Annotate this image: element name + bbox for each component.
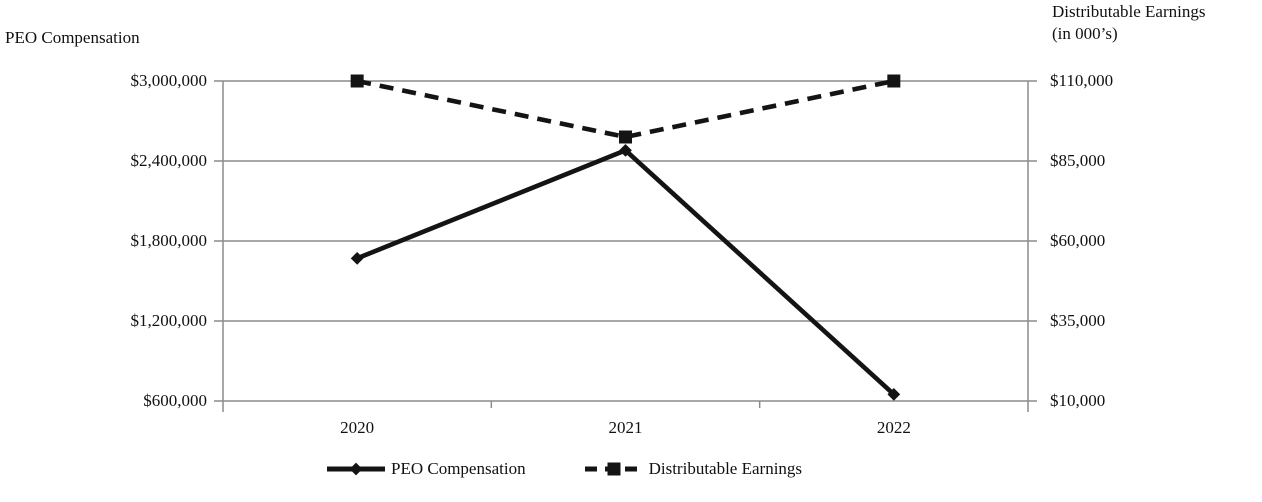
left-axis-tick-label: $1,200,000: [130, 311, 208, 330]
right-axis-tick-label: $35,000: [1050, 311, 1106, 330]
legend: PEO Compensation Distributable Earnings: [326, 459, 802, 479]
solid-line-diamond-marker-icon: [327, 462, 385, 476]
square-marker-icon: [619, 130, 632, 144]
square-marker-icon: [350, 74, 364, 88]
square-marker-icon: [887, 74, 901, 88]
right-axis-title: Distributable Earnings (in 000’s): [1052, 1, 1205, 45]
x-axis-tick-label: 2022: [876, 418, 911, 437]
right-axis-tick-label: $60,000: [1050, 231, 1106, 250]
right-axis-tick-label: $85,000: [1050, 151, 1106, 170]
right-axis-tick-label: $10,000: [1050, 391, 1106, 410]
dashed-line-square-marker-icon: [584, 462, 643, 476]
left-axis-tick-label: $600,000: [143, 391, 207, 410]
right-axis-tick-label: $110,000: [1050, 71, 1114, 90]
x-axis-tick-label: 2020: [340, 418, 375, 437]
legend-label-peo-compensation: PEO Compensation: [391, 459, 526, 478]
series-line-distributable-earnings: [356, 78, 895, 140]
left-axis-tick-label: $3,000,000: [130, 71, 208, 90]
left-axis-tick-label: $2,400,000: [130, 151, 208, 170]
diamond-marker-icon: [350, 251, 364, 265]
left-axis-title: PEO Compensation: [5, 28, 140, 47]
legend-item-peo-compensation: PEO Compensation: [326, 459, 526, 479]
x-axis-tick-label: 2021: [608, 418, 643, 437]
legend-item-distributable-earnings: Distributable Earnings: [584, 459, 802, 479]
right-axis-title-line2: (in 000’s): [1052, 24, 1118, 43]
diamond-marker-icon: [349, 462, 363, 476]
legend-label-distributable-earnings: Distributable Earnings: [648, 459, 803, 478]
right-axis-title-line1: Distributable Earnings: [1052, 2, 1206, 21]
series-line-peo-compensation: [356, 147, 896, 397]
square-marker-icon: [607, 462, 621, 476]
left-axis-tick-label: $1,800,000: [130, 231, 208, 250]
